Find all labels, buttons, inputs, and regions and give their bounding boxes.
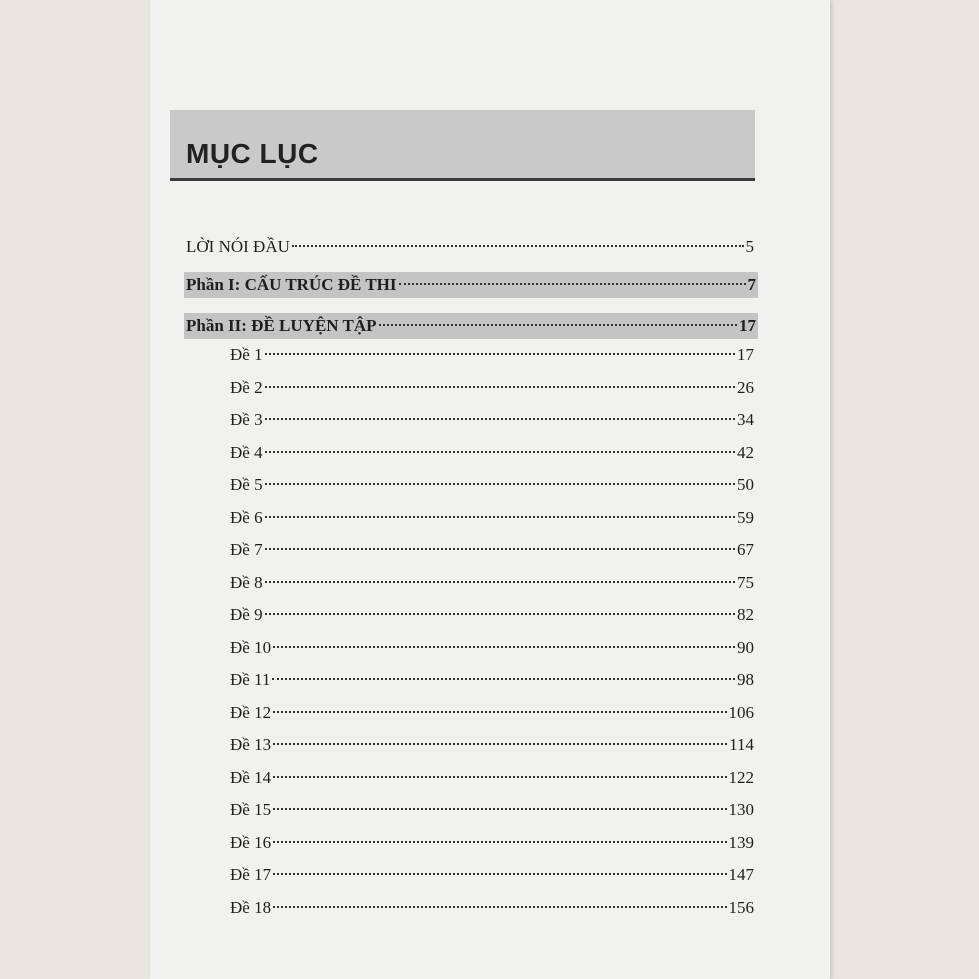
- entry-label: Phần II: ĐỀ LUYỆN TẬP: [186, 316, 377, 335]
- entry-page: 17: [737, 345, 754, 364]
- toc-entry: Phần II: ĐỀ LUYỆN TẬP 17: [184, 313, 758, 339]
- toc-entry: Đề 9 82: [230, 602, 754, 628]
- entry-label: Đề 6: [230, 507, 263, 527]
- entry-label: Đề 13: [230, 735, 272, 754]
- entry-label: Đề 8: [230, 572, 263, 592]
- entry-label: Đề 7: [230, 540, 263, 559]
- toc-entry: Đề 13 114: [230, 732, 754, 758]
- toc-entry: Đề 16 139: [230, 830, 754, 856]
- entry-page: 5: [745, 237, 755, 256]
- dot-leader: [264, 515, 735, 518]
- dot-leader: [264, 580, 735, 583]
- entry-page: 82: [737, 605, 754, 624]
- toc-entry: Đề 6 59: [230, 505, 754, 531]
- entry-page: 114: [729, 735, 754, 754]
- entry-page: 26: [737, 377, 754, 397]
- entry-label: Đề 10: [230, 637, 272, 657]
- entry-label: Đề 16: [230, 832, 272, 852]
- dot-leader: [273, 905, 727, 908]
- dot-leader: [273, 743, 728, 745]
- entry-label: Đề 5: [230, 475, 263, 494]
- entry-page: 122: [728, 767, 755, 787]
- dot-leader: [273, 645, 735, 648]
- entry-page: 147: [728, 865, 755, 884]
- entry-page: 50: [737, 475, 754, 494]
- dot-leader: [273, 873, 727, 875]
- entry-page: 139: [728, 832, 755, 852]
- dot-leader: [273, 840, 727, 843]
- toc-entry: Đề 4 42: [230, 440, 754, 466]
- entry-label: Đề 17: [230, 865, 272, 884]
- toc-entry: Đề 5 50: [230, 472, 754, 498]
- entry-label: Đề 18: [230, 897, 272, 917]
- toc-entry: Đề 10 90: [230, 635, 754, 661]
- entry-label: Đề 14: [230, 767, 272, 787]
- entry-page: 42: [737, 442, 754, 462]
- entry-page: 67: [737, 540, 754, 559]
- entry-label: Đề 11: [230, 670, 271, 689]
- entry-label: Đề 3: [230, 410, 263, 429]
- entry-label: Đề 2: [230, 377, 263, 397]
- toc-entry: Phần I: CẤU TRÚC ĐỀ THI 7: [184, 272, 758, 298]
- toc-entry: Đề 14 122: [230, 765, 754, 791]
- toc-entry: Đề 3 34: [230, 407, 754, 433]
- entry-label: Đề 12: [230, 702, 272, 722]
- entry-label: Đề 9: [230, 605, 263, 624]
- dot-leader: [264, 353, 735, 355]
- toc-entry: Đề 11 98: [230, 667, 754, 693]
- toc-entry: Đề 2 26: [230, 375, 754, 401]
- toc-entry: Đề 17 147: [230, 862, 754, 888]
- entry-label: Phần I: CẤU TRÚC ĐỀ THI: [186, 275, 397, 294]
- entry-page: 75: [737, 572, 754, 592]
- dot-leader: [272, 678, 735, 680]
- entry-page: 106: [728, 702, 755, 722]
- entry-page: 90: [737, 637, 754, 657]
- dot-leader: [264, 418, 735, 420]
- toc-entry: Đề 18 156: [230, 895, 754, 921]
- dot-leader: [264, 548, 735, 550]
- book-page: MỤC LỤC LỜI NÓI ĐẦU 5 Phần I: CẤU TRÚC ĐỀ …: [150, 0, 830, 979]
- entry-page: 156: [728, 897, 755, 917]
- dot-leader: [398, 283, 746, 285]
- entry-label: Đề 1: [230, 345, 263, 364]
- toc-entry: Đề 8 75: [230, 570, 754, 596]
- toc-entry: Đề 15 130: [230, 797, 754, 823]
- entry-page: 59: [737, 507, 754, 527]
- dot-leader: [264, 483, 735, 485]
- dot-leader: [273, 775, 727, 778]
- toc-entry: LỜI NÓI ĐẦU 5: [186, 234, 754, 260]
- dot-leader: [264, 385, 735, 388]
- toc-title: MỤC LỤC: [186, 138, 319, 169]
- dot-leader: [378, 324, 737, 326]
- dot-leader: [291, 245, 744, 247]
- toc-entry: Đề 1 17: [230, 342, 754, 368]
- entry-label: Đề 15: [230, 800, 272, 819]
- entry-label: LỜI NÓI ĐẦU: [186, 237, 290, 256]
- entry-page: 7: [747, 275, 757, 294]
- dot-leader: [273, 808, 727, 810]
- entry-page: 130: [728, 800, 755, 819]
- dot-leader: [264, 450, 735, 453]
- entry-page: 34: [737, 410, 754, 429]
- title-bar: MỤC LỤC: [170, 110, 755, 181]
- entry-page: 98: [737, 670, 754, 689]
- entry-page: 17: [739, 316, 756, 335]
- toc-entry: Đề 7 67: [230, 537, 754, 563]
- dot-leader: [273, 710, 727, 713]
- toc-entry: Đề 12 106: [230, 700, 754, 726]
- dot-leader: [264, 613, 735, 615]
- entry-label: Đề 4: [230, 442, 263, 462]
